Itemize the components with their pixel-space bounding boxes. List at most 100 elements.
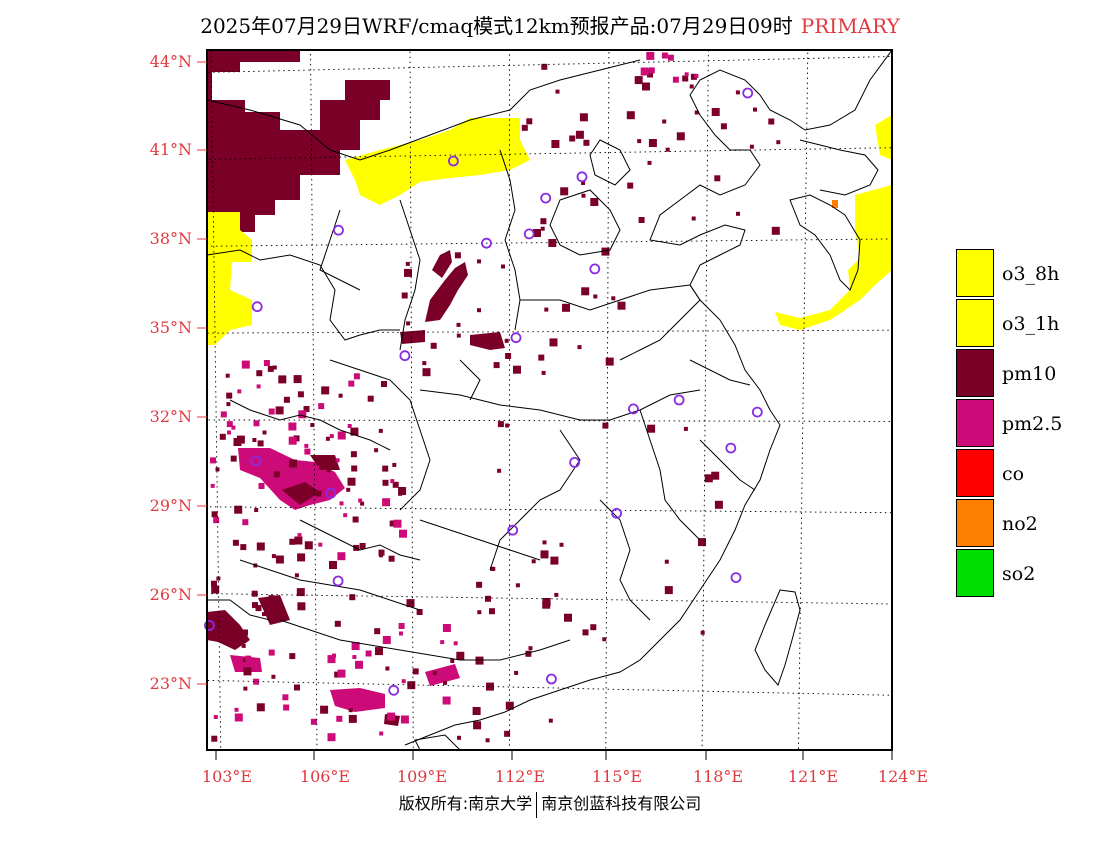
pollution-cell — [667, 54, 674, 61]
pollution-cell — [422, 361, 427, 366]
pollution-cell — [443, 680, 447, 685]
border-line — [279, 619, 571, 661]
pollution-cell — [647, 424, 656, 433]
pollution-cell — [297, 553, 306, 562]
pollution-cell — [337, 431, 346, 440]
pm10-region-plateau-2 — [432, 250, 452, 278]
pollution-cell — [382, 465, 389, 472]
pollution-cell — [211, 580, 217, 587]
border-line — [399, 199, 421, 351]
pollution-cell — [531, 559, 536, 564]
pollution-cell — [334, 671, 341, 678]
legend-label: o3_1h — [1002, 313, 1060, 335]
pollution-cell — [273, 471, 280, 478]
pollution-cell — [348, 380, 355, 387]
station-marker — [611, 507, 622, 519]
legend-item: co — [956, 449, 1096, 499]
border-line — [699, 439, 756, 491]
pollution-cell — [412, 668, 419, 675]
pollution-cell — [521, 124, 528, 131]
border-line — [599, 499, 651, 621]
pollution-cell — [350, 427, 359, 436]
longitude-label: 118°E — [693, 767, 743, 786]
pollution-cell — [577, 345, 582, 350]
border-line — [404, 50, 892, 746]
pollution-cell — [551, 140, 560, 148]
station-marker — [569, 456, 580, 468]
pollution-cell — [227, 430, 231, 435]
pollution-cell — [329, 561, 337, 569]
pollution-cell — [211, 585, 220, 594]
pollution-cell — [388, 555, 395, 562]
pollution-cell — [382, 636, 391, 644]
border-line — [229, 399, 391, 451]
longitude-label: 106°E — [300, 767, 350, 786]
pm10-region-central-2 — [400, 330, 425, 344]
pollution-cell — [348, 714, 357, 723]
pollution-cell — [691, 216, 696, 221]
pollution-cell — [540, 226, 545, 231]
pollution-cell — [347, 477, 356, 486]
pollution-cell — [486, 682, 494, 691]
pollution-cell — [528, 646, 533, 651]
pollution-cell — [513, 365, 521, 374]
border-line — [207, 249, 400, 341]
station-marker — [251, 301, 263, 313]
pollution-cell — [387, 712, 396, 721]
pollution-cell — [297, 533, 302, 538]
pollution-cell — [289, 653, 296, 660]
pollution-cell — [256, 703, 265, 712]
legend-label: so2 — [1002, 563, 1036, 585]
pollution-cell — [559, 542, 564, 547]
pollution-cell — [602, 422, 609, 429]
station-marker — [447, 155, 459, 167]
pollution-cell — [242, 629, 248, 636]
pollution-cell — [526, 118, 533, 125]
pollution-cell — [231, 425, 236, 430]
longitude-label: 124°E — [878, 767, 928, 786]
pollution-cell — [642, 82, 650, 91]
pollution-cell — [268, 408, 275, 415]
title-main: 2025年07月29日WRF/cmaq模式12km预报产品:07月29日09时 — [200, 14, 793, 38]
pollution-cell — [540, 550, 549, 559]
pollution-cell — [602, 637, 607, 642]
pollution-cell — [211, 511, 218, 518]
pollution-cell — [694, 74, 699, 78]
pollution-cell — [672, 76, 679, 83]
longitude-line — [409, 50, 414, 750]
pollution-cell — [472, 707, 481, 715]
pollution-cell — [350, 451, 357, 458]
pollution-cell — [220, 411, 227, 418]
pollution-cell — [275, 406, 284, 415]
pollution-cell — [271, 554, 276, 559]
pollution-cell — [416, 609, 423, 615]
pollution-cell — [338, 393, 343, 398]
pollution-cell — [554, 592, 559, 597]
pollution-cell — [476, 581, 483, 588]
pollution-cell — [399, 631, 403, 636]
pollution-cell — [241, 643, 246, 648]
border-line — [754, 589, 801, 686]
pollution-cell — [325, 436, 330, 441]
pollution-cell — [662, 119, 667, 124]
legend-swatch — [956, 399, 994, 447]
pollution-cell — [225, 373, 230, 378]
pollution-cell — [638, 217, 645, 223]
pollution-cell — [581, 181, 586, 185]
pollution-cell — [349, 594, 356, 601]
longitude-label: 109°E — [397, 767, 447, 786]
pollution-regions — [207, 50, 892, 743]
border-line — [520, 284, 691, 311]
pollution-cell — [297, 391, 304, 398]
o3-region-yellow-sea — [775, 185, 892, 330]
pollution-cell — [262, 612, 266, 617]
pollution-cell — [258, 483, 265, 489]
pollution-cell — [351, 465, 358, 472]
pollution-cell — [347, 424, 352, 428]
pollution-cell — [505, 423, 510, 428]
pollution-cell — [253, 420, 260, 427]
pollution-cell — [634, 76, 643, 85]
pollution-cell — [289, 459, 297, 468]
pollution-cell — [698, 538, 706, 547]
pollution-cell — [337, 552, 346, 561]
